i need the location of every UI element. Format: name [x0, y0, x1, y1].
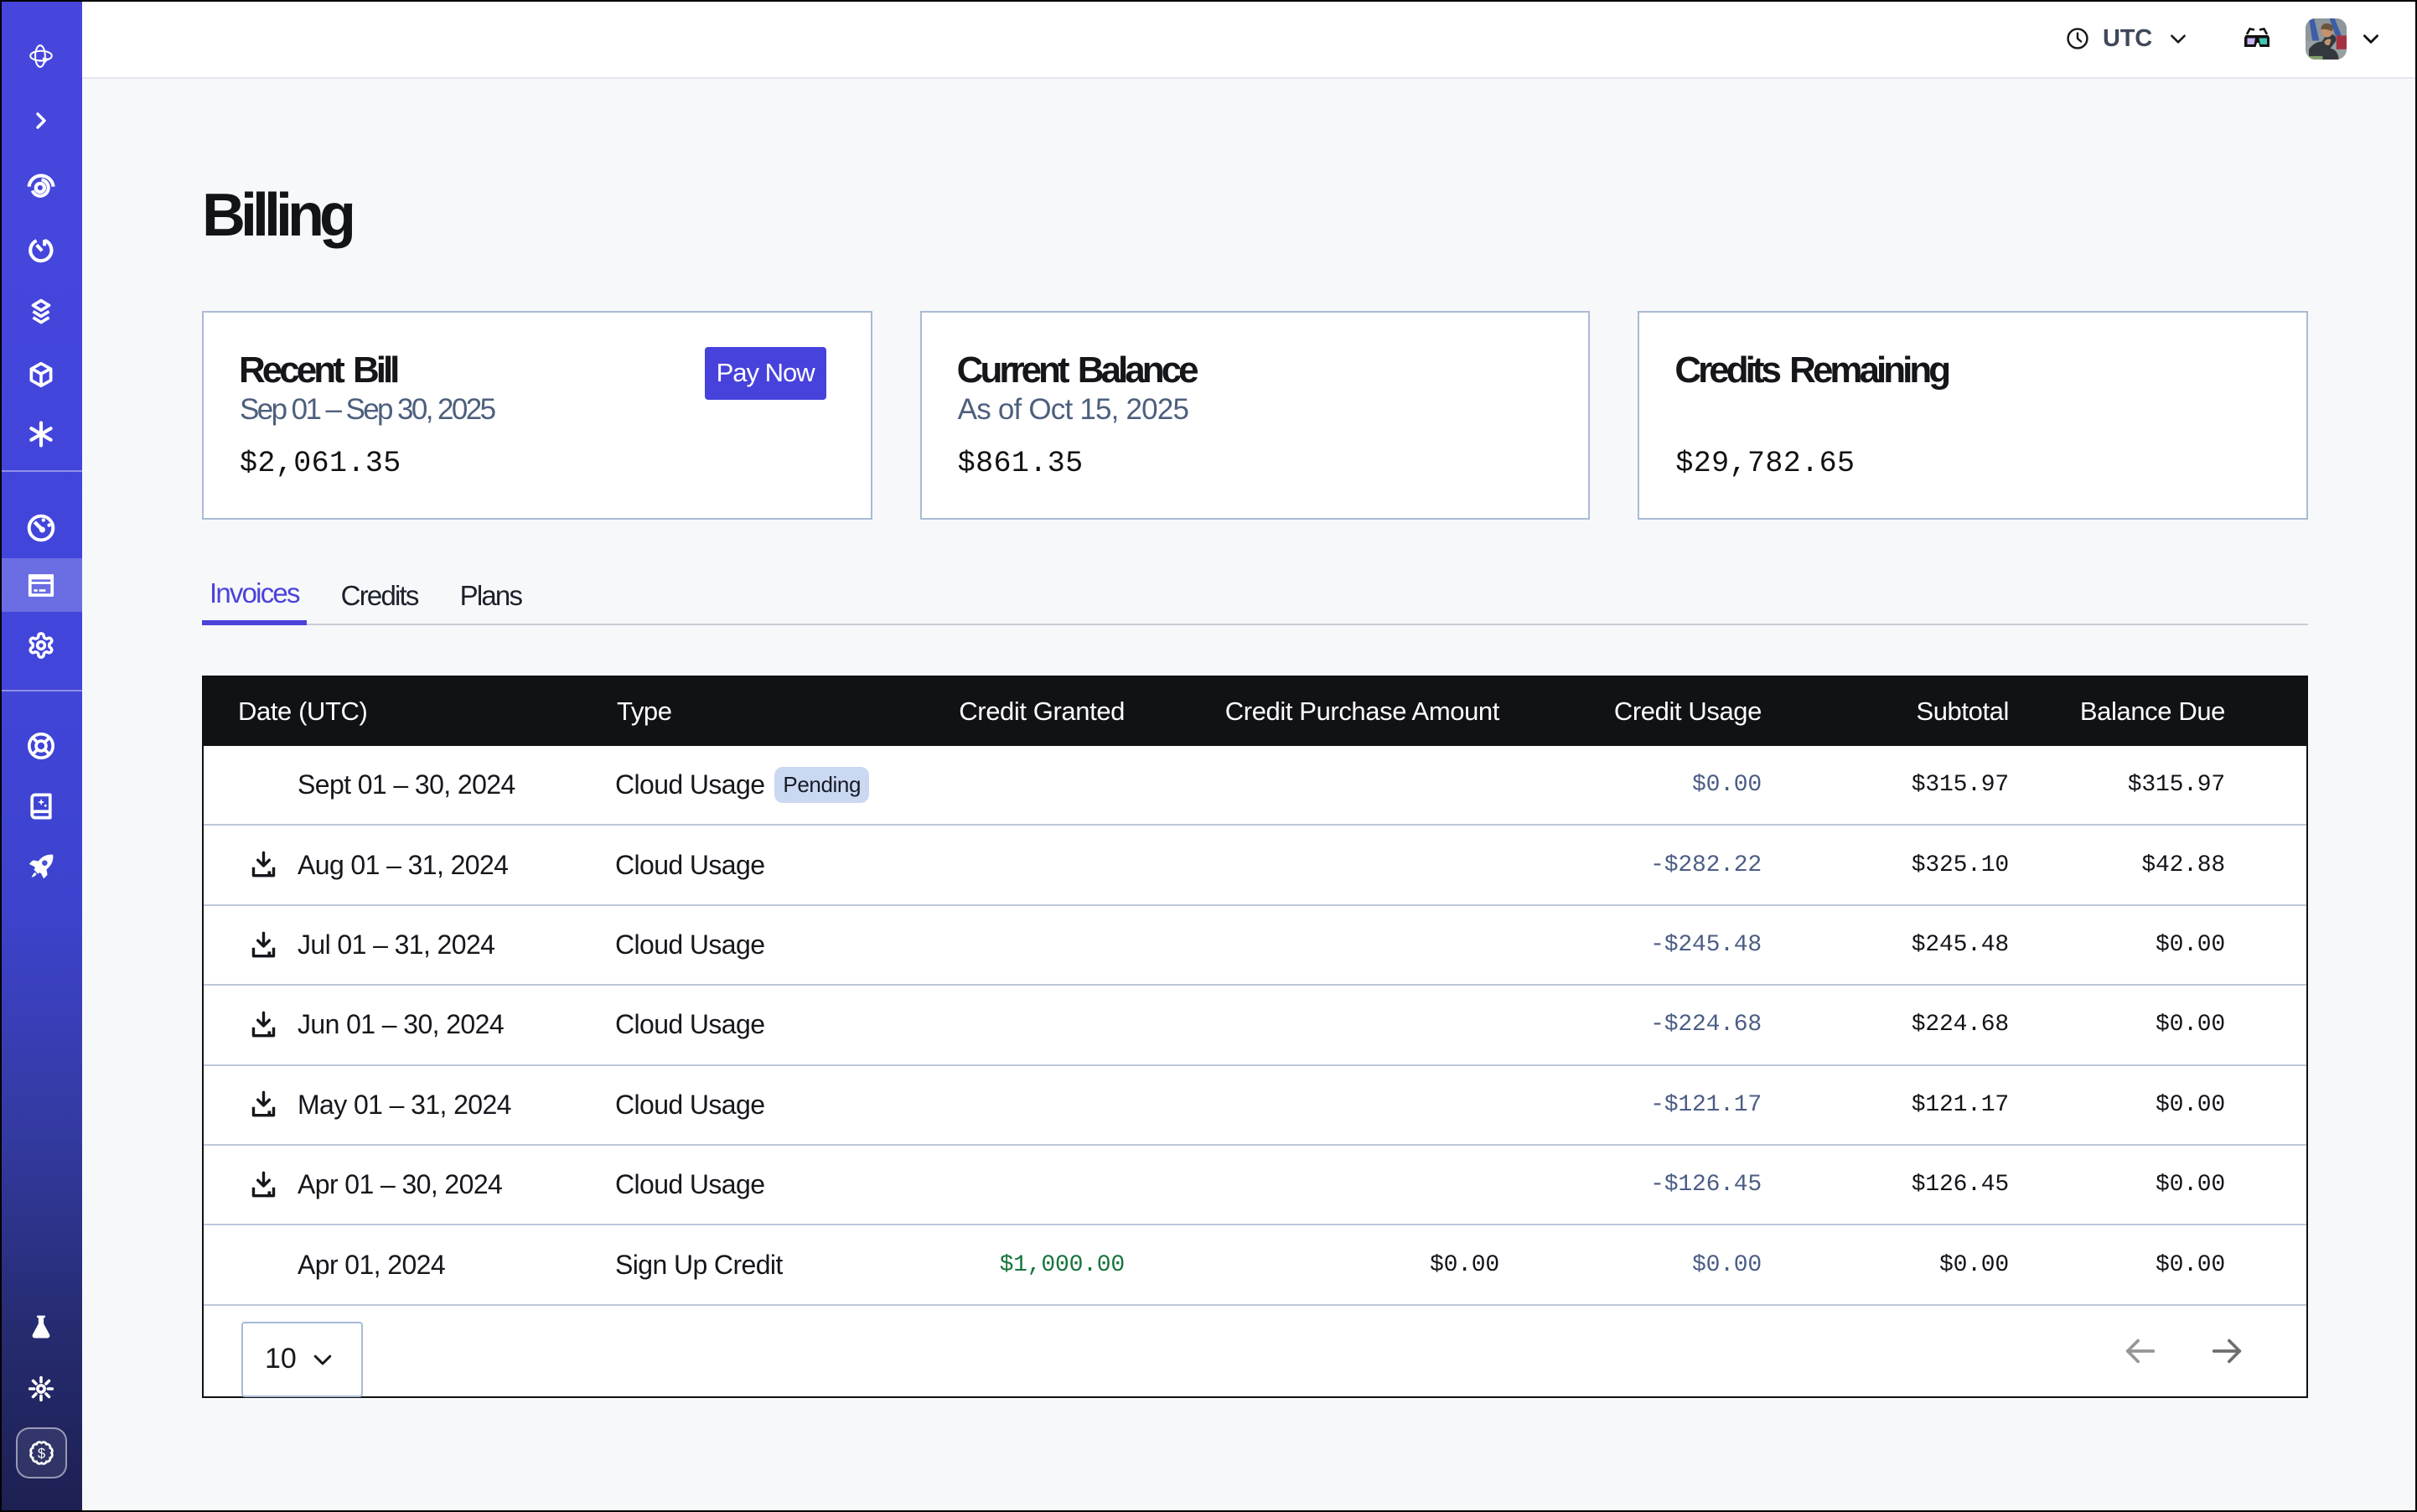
svg-text:$: $ — [37, 1446, 45, 1462]
